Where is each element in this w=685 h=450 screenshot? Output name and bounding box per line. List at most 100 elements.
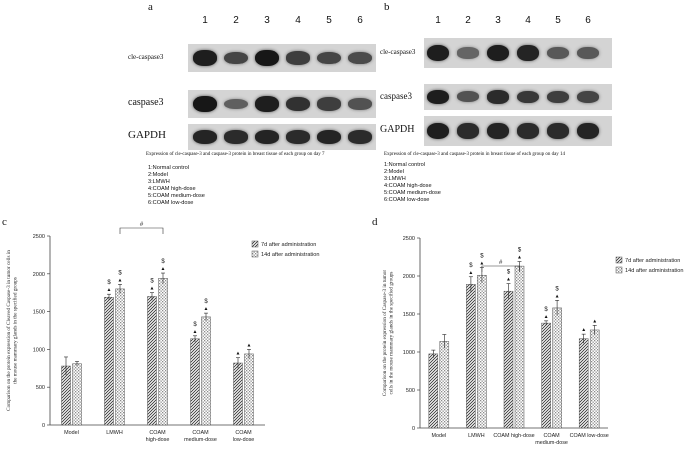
- significance-bracket: [119, 227, 164, 234]
- blot-band: [193, 129, 217, 144]
- y-tick-label: 1000: [33, 347, 45, 353]
- blot-band: [517, 90, 539, 104]
- blot-strip: [188, 44, 376, 72]
- blot-band: [457, 47, 479, 59]
- bar: [578, 338, 589, 429]
- blot-label: caspase3: [128, 97, 164, 108]
- lane-number: 3: [495, 15, 501, 26]
- blot-band: [487, 44, 509, 62]
- legend-swatch: [251, 250, 259, 258]
- blot-label: caspase3: [380, 90, 412, 101]
- y-tick-label: 1500: [33, 310, 45, 316]
- lane-number: 5: [555, 15, 561, 26]
- y-tick-label: 2500: [33, 234, 45, 240]
- blot-strip: [188, 90, 376, 118]
- blot-band: [487, 90, 509, 104]
- significance-mark: ▲: [581, 327, 586, 333]
- y-axis-label: cells in the mouse mammary glands in the…: [388, 272, 395, 395]
- western-blot-a: 1 2 3 4 5 6 cle-caspase3 caspase3 GAPDH: [128, 14, 378, 150]
- blot-band: [317, 129, 341, 144]
- group-legend-item: 2:Model: [148, 172, 168, 178]
- category-label: Model: [431, 433, 446, 439]
- significance-mark: $: [480, 254, 484, 260]
- bar: [541, 322, 551, 429]
- significance-mark: ▲: [247, 342, 252, 348]
- category-label: LMWH: [106, 430, 123, 436]
- category-label: Model: [64, 430, 79, 436]
- y-axis-label: the mouse mammary glands in the specifie…: [12, 277, 19, 384]
- significance-mark: ▲: [161, 266, 166, 272]
- lane-number: 1: [202, 15, 208, 26]
- significance-mark: ▲: [193, 329, 198, 335]
- bar: [72, 363, 82, 426]
- legend-swatch: [615, 256, 623, 264]
- legend-label: 7d after administration: [625, 258, 680, 264]
- blot-band: [457, 91, 479, 103]
- significance-mark: ▲: [592, 318, 597, 324]
- significance-mark: ▲: [204, 306, 209, 312]
- group-legend-a: 1:Normal control 2:Model 3:LMWH 4:COAM high…: [148, 165, 205, 207]
- chart-d: 0 500 1000 1500 2000 2500 Comparison on the pr…: [381, 236, 683, 446]
- blot-band: [224, 130, 248, 144]
- y-axis-label: Comparison on the protein expression of …: [5, 250, 12, 411]
- lane-number: 6: [357, 15, 363, 26]
- panel-b-letter: b: [384, 1, 390, 13]
- y-tick-label: 0: [42, 423, 45, 429]
- y-tick-label: 500: [36, 385, 45, 391]
- lane-number: 4: [295, 15, 301, 26]
- significance-bracket: [481, 265, 520, 272]
- y-tick-label: 1000: [403, 350, 415, 356]
- significance-mark: $: [204, 299, 208, 305]
- bar: [115, 288, 125, 426]
- category-label: high-dose: [146, 437, 170, 443]
- category-label: LMWH: [468, 433, 485, 439]
- y-axis-label: Comparison on the protein expression of …: [381, 270, 388, 396]
- blot-band: [577, 46, 599, 60]
- group-legend-item: 3:LMWH: [384, 176, 406, 182]
- blot-band: [457, 123, 479, 139]
- legend-label: 14d after administration: [625, 268, 683, 274]
- blot-band: [255, 129, 279, 144]
- blot-band: [224, 98, 248, 110]
- chart-c: 0 500 1000 1500 2000 2500 Comparison on the pr…: [5, 222, 319, 443]
- bar: [428, 353, 439, 429]
- blot-label: cle-caspase3: [380, 48, 416, 57]
- significance-mark: $: [469, 263, 473, 269]
- bar: [233, 362, 243, 426]
- y-tick-label: 2000: [403, 274, 415, 280]
- significance-mark: $: [193, 322, 197, 328]
- category-label: COAM: [235, 430, 252, 436]
- blot-band: [487, 122, 509, 140]
- bar: [201, 316, 211, 426]
- blot-band: [286, 130, 310, 144]
- blot-label: cle-caspase3: [128, 53, 164, 62]
- bar: [147, 296, 157, 426]
- blot-band: [317, 51, 341, 65]
- blot-band: [286, 51, 310, 65]
- group-legend-item: 1:Normal control: [384, 162, 426, 168]
- caption-a: Expression of cle-caspase-3 and caspase-…: [146, 152, 325, 157]
- legend-swatch: [615, 266, 623, 274]
- significance-mark: $: [161, 259, 165, 265]
- significance-mark: $: [118, 270, 122, 276]
- category-label: COAM low-dose: [570, 433, 609, 439]
- legend-label: 7d after administration: [261, 242, 316, 248]
- blot-band: [547, 90, 569, 104]
- bar: [190, 338, 200, 426]
- western-blot-b: 1 2 3 4 5 6 cle-caspase3 caspase3 GAPDH: [380, 14, 620, 149]
- bar: [514, 265, 525, 429]
- y-tick-label: 2000: [33, 272, 45, 278]
- significance-mark: ▲: [150, 286, 155, 292]
- significance-hash: #: [499, 260, 503, 266]
- bar: [158, 278, 168, 426]
- significance-mark: ▲: [236, 351, 241, 357]
- lane-number: 2: [233, 15, 239, 26]
- lane-number: 3: [264, 15, 270, 26]
- bar: [244, 353, 254, 426]
- category-label: COAM: [192, 430, 209, 436]
- category-label: medium-dose: [184, 437, 217, 443]
- panel-d-letter: d: [372, 216, 378, 228]
- significance-mark: $: [555, 286, 559, 292]
- blot-band: [517, 44, 539, 62]
- blot-band: [255, 49, 279, 66]
